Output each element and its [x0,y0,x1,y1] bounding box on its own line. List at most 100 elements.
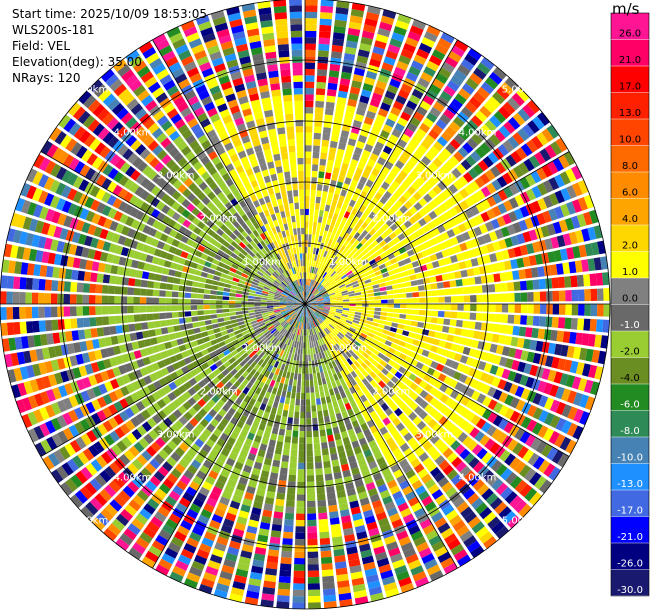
range-gate [496,432,508,444]
range-gate [566,247,575,260]
range-gate [464,208,474,219]
range-gate [211,394,220,404]
range-gate [260,297,268,300]
range-gate [233,380,241,388]
range-gate [425,150,436,161]
range-gate [437,311,445,318]
range-gate [162,524,175,536]
range-gate [317,276,322,283]
range-gate [108,285,116,294]
range-gate [365,374,373,383]
range-gate [471,521,485,534]
range-gate [469,427,480,439]
range-gate [391,72,404,83]
range-gate [108,306,115,315]
range-gate [455,279,463,287]
range-gate [421,182,432,193]
range-gate [518,162,530,175]
range-gate [276,375,282,383]
range-gate [519,374,529,386]
range-gate [443,188,453,198]
range-gate [440,90,453,102]
range-gate [337,90,348,99]
range-gate [388,412,397,422]
range-gate [158,529,172,541]
range-gate [374,300,382,304]
range-gate [317,299,324,302]
range-gate [412,339,420,347]
range-gate [497,189,508,201]
range-gate [496,216,506,227]
range-gate [346,546,358,555]
range-gate [373,367,381,376]
range-gate [340,430,349,439]
range-gate [572,425,584,440]
range-gate [350,278,357,283]
range-gate [383,325,391,331]
range-gate [413,165,423,176]
range-gate [338,195,345,203]
range-gate [449,138,461,150]
range-gate [276,348,282,355]
range-gate [446,469,459,481]
range-gate [390,180,400,190]
range-gate [312,314,317,320]
range-gate [450,360,460,370]
range-gate [280,342,285,350]
range-gate [305,227,309,235]
range-gate [419,171,430,182]
range-gate [327,402,333,410]
range-gate [509,397,520,409]
range-gate [248,295,255,299]
range-gate [346,191,353,199]
range-gate [472,164,484,176]
range-gate [328,313,335,317]
range-gate [25,277,33,290]
range-gate [245,417,254,426]
range-gate [412,571,427,582]
range-gate [389,427,399,437]
range-gate [280,461,289,469]
range-gate [246,485,256,495]
range-gate [370,276,378,282]
range-gate [471,390,481,401]
range-gate [324,305,331,307]
range-gate [312,260,317,268]
range-gate [438,296,445,303]
range-gate [331,128,341,136]
range-gate [314,274,318,281]
range-gate [203,289,211,294]
range-gate [514,194,525,207]
range-gate [155,564,170,576]
range-gate [451,167,462,179]
range-gate [292,327,296,334]
range-gate [525,327,533,338]
range-gate [526,280,534,290]
range-gate [187,329,195,336]
range-gate [305,145,312,152]
range-gate [295,328,299,335]
range-gate [375,114,386,124]
range-gate [381,214,390,223]
range-gate [459,530,474,543]
range-gate [310,299,317,302]
range-gate [369,493,381,503]
range-gate [367,269,375,275]
range-gate [502,213,512,225]
range-gate [475,381,485,392]
range-gate [380,267,388,274]
range-gate [335,154,343,163]
range-gate [462,251,471,260]
range-gate [170,451,181,462]
range-gate [437,373,447,382]
range-gate [309,315,312,323]
range-gate [71,330,80,341]
range-gate [210,418,220,428]
range-gate [379,252,387,259]
range-gate [296,392,301,400]
range-gate [323,306,331,308]
range-gate [458,176,469,187]
range-gate [278,428,286,436]
range-gate [470,378,480,389]
range-gate [319,203,326,211]
